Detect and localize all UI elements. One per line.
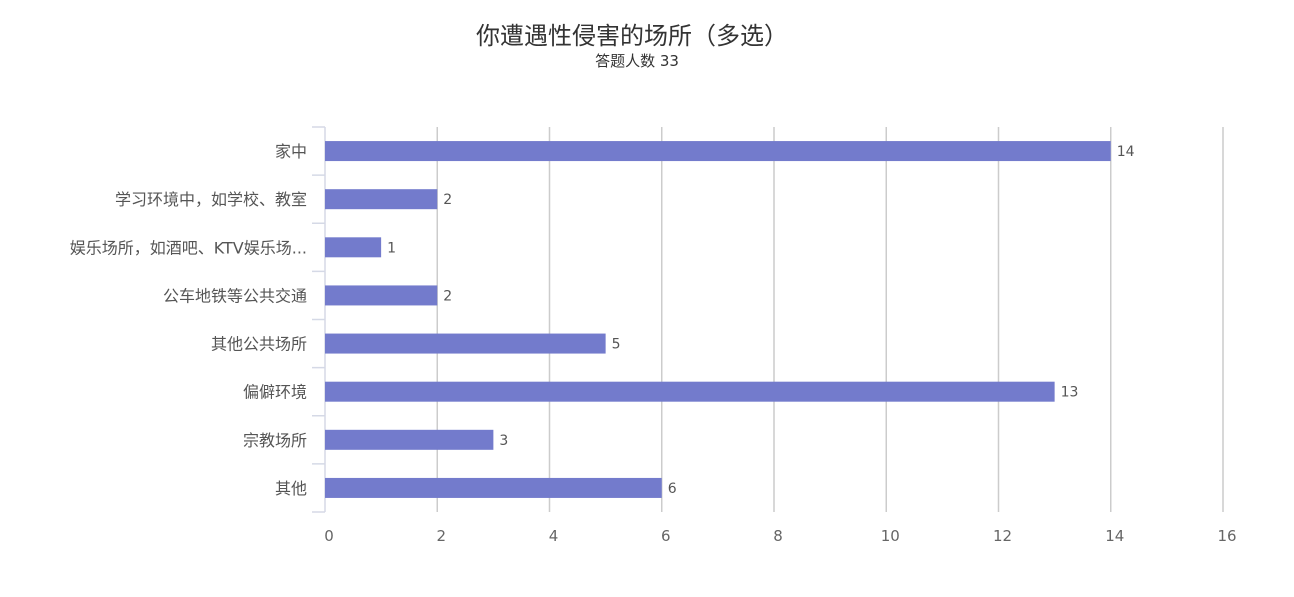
x-tick-label: 8 bbox=[773, 527, 783, 545]
data-label: 13 bbox=[1061, 385, 1079, 401]
data-label: 2 bbox=[443, 192, 452, 208]
x-tick-label: 2 bbox=[436, 527, 446, 545]
bar-6 bbox=[325, 429, 494, 450]
data-label: 3 bbox=[499, 433, 508, 449]
bar-2 bbox=[325, 237, 382, 258]
x-tick-label: 6 bbox=[661, 527, 671, 545]
bar-0 bbox=[325, 141, 1111, 162]
bar-5 bbox=[325, 381, 1055, 402]
bar-4 bbox=[325, 333, 606, 354]
x-tick-label: 14 bbox=[1105, 527, 1124, 545]
x-tick-label: 12 bbox=[993, 527, 1012, 545]
category-label: 偏僻环境 bbox=[243, 383, 307, 402]
bar-1 bbox=[325, 189, 438, 210]
chart-title: 你遭遇性侵害的场所（多选） bbox=[476, 22, 788, 50]
category-label: 其他 bbox=[275, 479, 307, 498]
data-label: 14 bbox=[1117, 144, 1135, 160]
bars bbox=[325, 141, 1111, 498]
axes bbox=[312, 126, 326, 513]
category-label: 学习环境中，如学校、教室 bbox=[115, 190, 307, 209]
x-tick-label: 4 bbox=[549, 527, 559, 545]
category-label: 公车地铁等公共交通 bbox=[163, 286, 307, 305]
data-label: 1 bbox=[387, 240, 396, 256]
chart-subtitle: 答题人数 33 bbox=[595, 52, 679, 70]
bar-3 bbox=[325, 285, 438, 306]
data-label: 5 bbox=[612, 337, 621, 353]
grid-lines bbox=[436, 127, 1224, 512]
category-label: 家中 bbox=[275, 142, 307, 161]
data-label: 6 bbox=[668, 481, 677, 497]
data-label: 2 bbox=[443, 288, 452, 304]
x-tick-label: 16 bbox=[1217, 527, 1236, 545]
x-tick-label: 10 bbox=[881, 527, 900, 545]
category-label: 其他公共场所 bbox=[211, 335, 307, 354]
category-label: 宗教场所 bbox=[243, 431, 307, 450]
bar-7 bbox=[325, 477, 662, 498]
x-tick-label: 0 bbox=[324, 527, 334, 545]
category-label: 娱乐场所，如酒吧、KTV娱乐场... bbox=[70, 238, 307, 257]
